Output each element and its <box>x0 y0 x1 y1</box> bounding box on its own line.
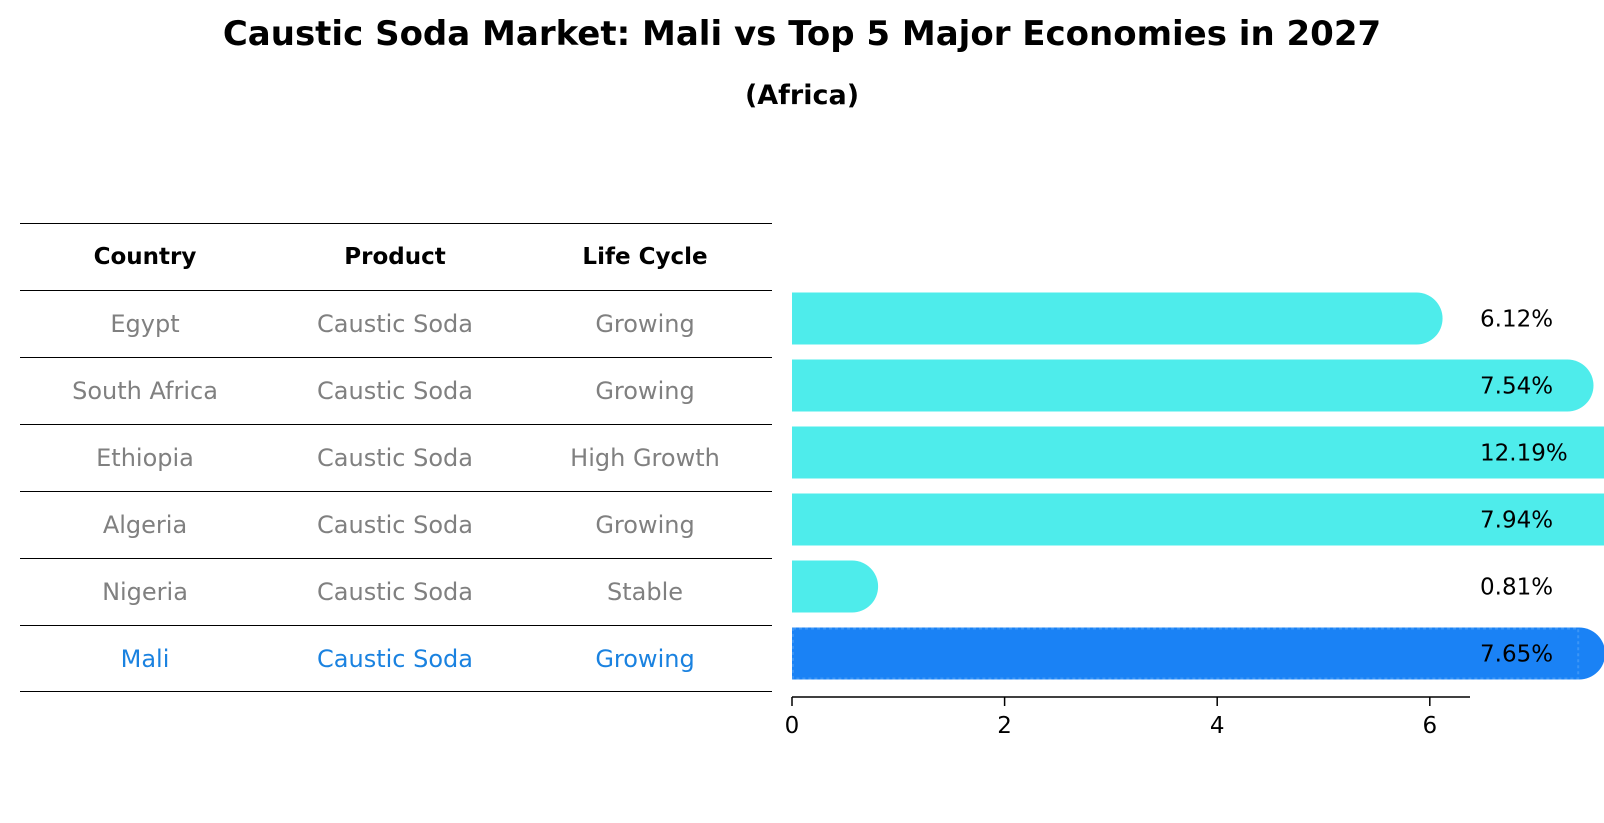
table-row: Nigeria Caustic Soda Stable <box>20 558 772 625</box>
bar-egypt <box>792 292 1417 345</box>
header-product: Product <box>344 244 446 270</box>
value-label: 6.12% <box>1480 307 1553 333</box>
cell-country: Ethiopia <box>96 444 194 472</box>
cell-country: Egypt <box>110 310 180 338</box>
header-life-cycle: Life Cycle <box>582 244 708 270</box>
cell-life-cycle: Growing <box>595 511 695 539</box>
cell-product: Caustic Soda <box>317 578 473 606</box>
value-label: 7.54% <box>1480 374 1553 400</box>
x-tick-label: 4 <box>1210 713 1225 739</box>
cell-product: Caustic Soda <box>317 644 473 673</box>
value-label: 0.81% <box>1480 575 1553 601</box>
table-row: Egypt Caustic Soda Growing <box>20 290 772 357</box>
cell-country: Nigeria <box>102 578 188 606</box>
bar-south-africa <box>792 359 1568 412</box>
cell-product: Caustic Soda <box>317 310 473 338</box>
x-tick-label: 2 <box>997 713 1012 739</box>
chart-subtitle: (Africa) <box>744 80 860 111</box>
cell-product: Caustic Soda <box>317 511 473 539</box>
cell-product: Caustic Soda <box>317 377 473 405</box>
table-row-highlight: Mali Caustic Soda Growing <box>20 625 772 692</box>
bar-cap-algeria <box>1584 494 1604 545</box>
x-tick-label: 6 <box>1422 713 1437 739</box>
cell-country: South Africa <box>72 377 218 405</box>
cell-life-cycle: Stable <box>606 578 684 606</box>
table-header-row: Country Product Life Cycle <box>20 223 772 290</box>
data-table: Country Product Life Cycle Egypt Caustic… <box>20 223 772 692</box>
bar-cap-nigeria <box>826 560 879 613</box>
bar-algeria <box>792 493 1604 546</box>
chart-title: Caustic Soda Market: Mali vs Top 5 Major… <box>222 14 1382 54</box>
bar-cap-south-africa <box>1541 359 1594 412</box>
table-row: South Africa Caustic Soda Growing <box>20 357 772 424</box>
header-country: Country <box>93 244 197 270</box>
value-label: 7.94% <box>1480 508 1553 534</box>
bar-mali <box>792 627 1580 680</box>
cell-life-cycle: High Growth <box>570 444 720 472</box>
cell-product: Caustic Soda <box>317 444 473 472</box>
value-label: 12.19% <box>1480 441 1568 467</box>
table-row: Ethiopia Caustic Soda High Growth <box>20 424 772 491</box>
cell-country: Mali <box>120 644 170 673</box>
bar-highlight-outline <box>792 627 1580 680</box>
cell-life-cycle: Growing <box>595 310 695 338</box>
cell-life-cycle: Growing <box>595 644 695 673</box>
table-row: Algeria Caustic Soda Growing <box>20 491 772 558</box>
cell-country: Algeria <box>102 511 188 539</box>
bar-ethiopia <box>792 426 1604 479</box>
bar-cap-egypt <box>1390 292 1443 345</box>
cell-life-cycle: Growing <box>595 377 695 405</box>
x-tick-label: 0 <box>785 713 800 739</box>
value-label: 7.65% <box>1480 642 1553 668</box>
